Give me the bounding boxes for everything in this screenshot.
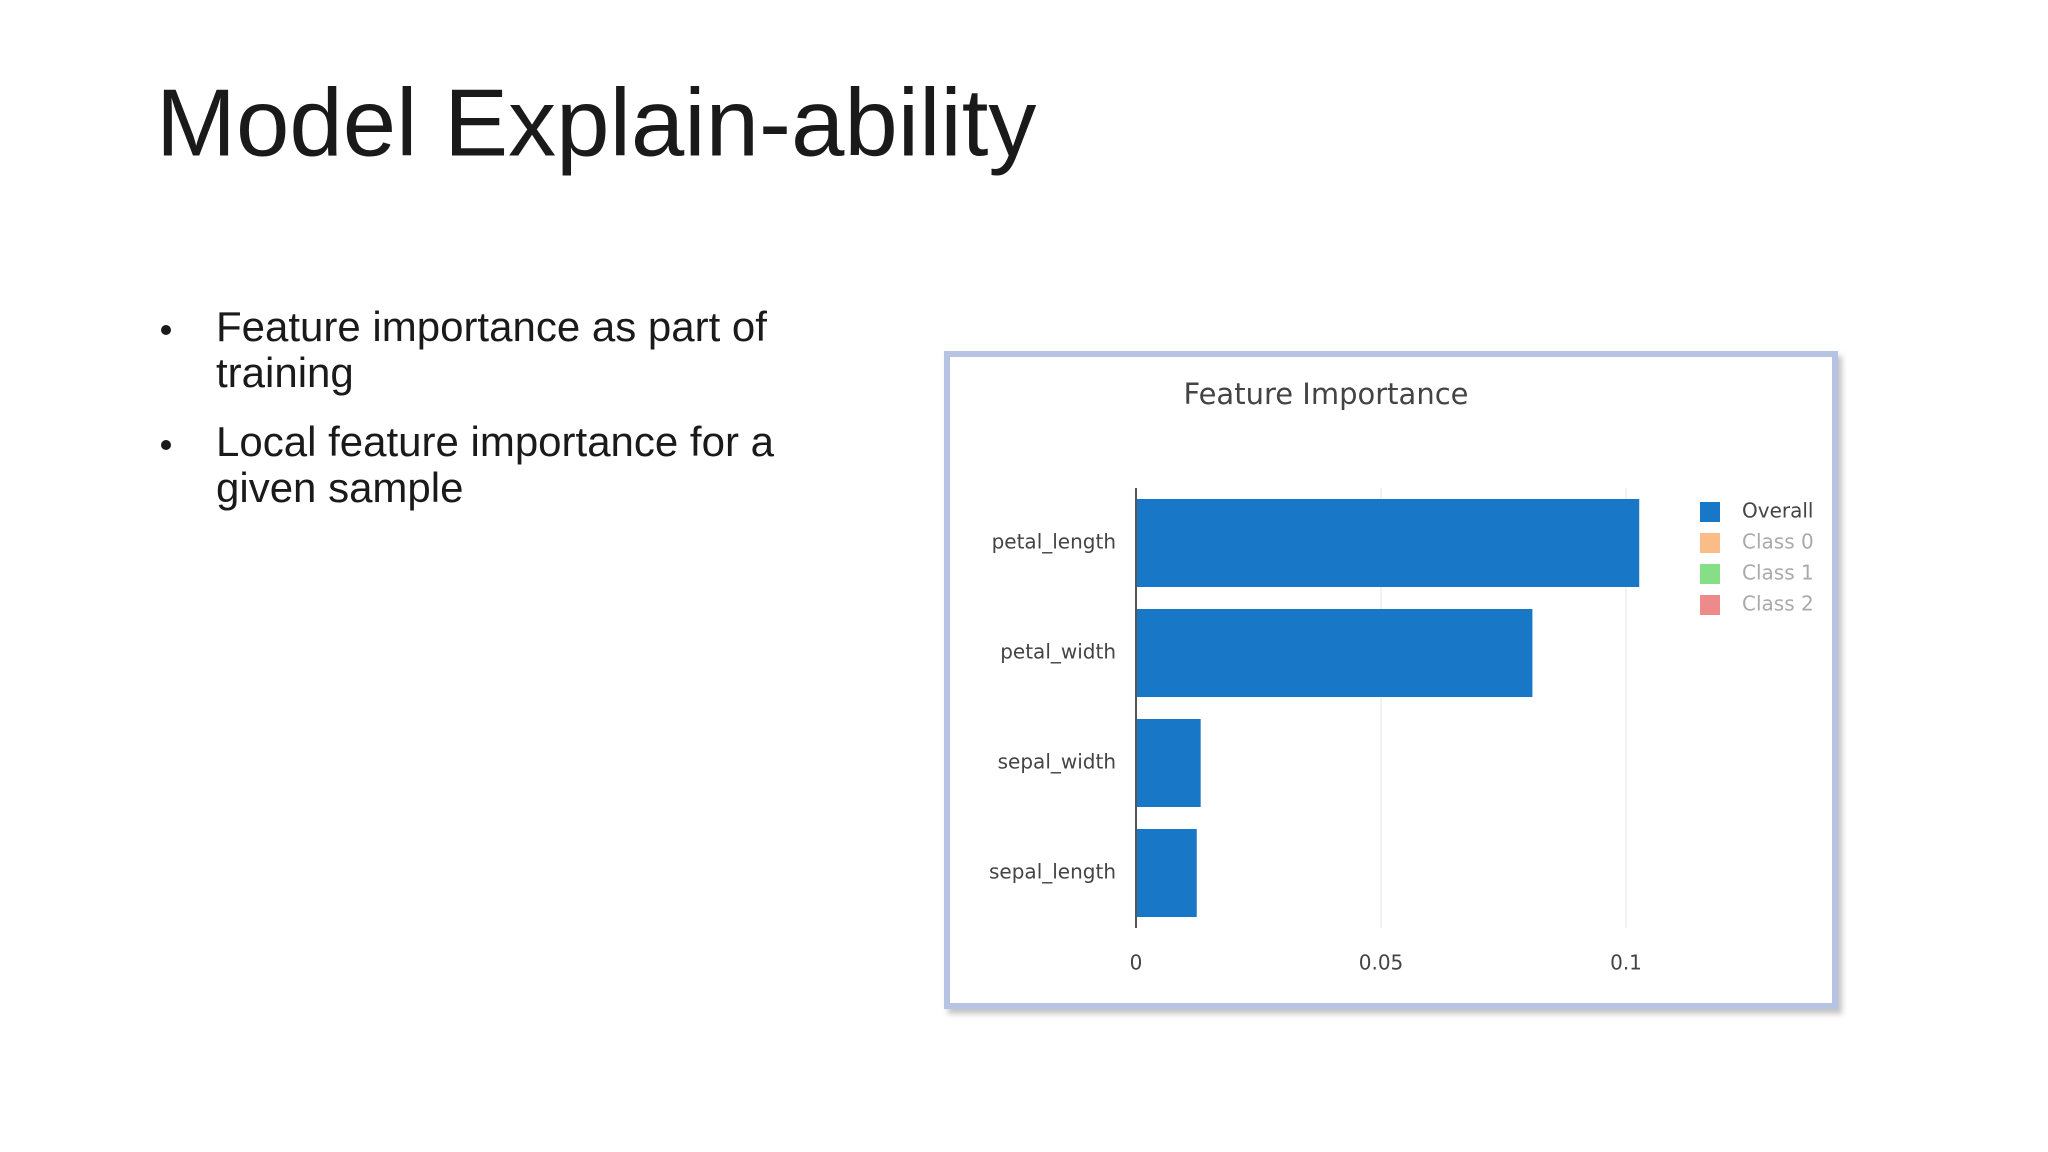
legend-label: Class 0 xyxy=(1742,530,1814,554)
legend-swatch xyxy=(1700,533,1720,553)
y-tick-label: petal_width xyxy=(1000,640,1116,664)
chart-title: Feature Importance xyxy=(1184,377,1469,411)
x-tick-label: 0.1 xyxy=(1610,951,1642,975)
x-tick-label: 0 xyxy=(1130,951,1143,975)
legend-swatch xyxy=(1700,595,1720,615)
bar xyxy=(1136,829,1197,917)
legend-label: Overall xyxy=(1742,499,1813,523)
legend-swatch xyxy=(1700,502,1720,522)
bullet-dot xyxy=(161,440,171,450)
bullet-text: Local feature importance for a xyxy=(216,418,775,465)
bar xyxy=(1136,719,1201,807)
slide-title: Model Explain-ability xyxy=(156,69,1036,176)
legend-label: Class 1 xyxy=(1742,561,1814,585)
bullet-text: training xyxy=(216,349,354,396)
bar xyxy=(1136,609,1533,697)
legend-label: Class 2 xyxy=(1742,592,1814,616)
y-tick-label: sepal_length xyxy=(989,860,1116,884)
bullet-text: given sample xyxy=(216,464,463,511)
bar xyxy=(1136,499,1640,587)
x-tick-label: 0.05 xyxy=(1359,951,1404,975)
y-tick-label: sepal_width xyxy=(998,750,1116,774)
bullet-text: Feature importance as part of xyxy=(216,303,767,350)
bullet-dot xyxy=(161,325,171,335)
y-tick-label: petal_length xyxy=(992,530,1116,554)
legend-swatch xyxy=(1700,564,1720,584)
